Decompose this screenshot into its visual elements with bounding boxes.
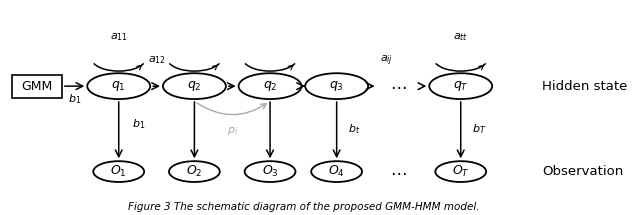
Text: $a_{tt}$: $a_{tt}$ <box>453 31 468 43</box>
Text: $O_2$: $O_2$ <box>186 164 203 179</box>
Text: $a_{11}$: $a_{11}$ <box>109 31 128 43</box>
Text: $\cdots$: $\cdots$ <box>390 77 407 95</box>
Text: Figure 3 The schematic diagram of the proposed GMM-HMM model.: Figure 3 The schematic diagram of the pr… <box>127 202 479 212</box>
FancyBboxPatch shape <box>12 75 62 98</box>
Text: GMM: GMM <box>21 80 52 93</box>
Text: $b_1$: $b_1$ <box>68 92 81 106</box>
Text: $a_{12}$: $a_{12}$ <box>148 55 166 66</box>
Ellipse shape <box>429 73 492 99</box>
Text: $q_3$: $q_3$ <box>329 79 344 93</box>
Ellipse shape <box>93 161 144 182</box>
Text: $O_T$: $O_T$ <box>452 164 470 179</box>
Ellipse shape <box>169 161 220 182</box>
Text: Hidden state: Hidden state <box>543 80 628 93</box>
Ellipse shape <box>239 73 301 99</box>
Text: $p_i$: $p_i$ <box>227 125 238 137</box>
Text: $q_T$: $q_T$ <box>453 79 468 93</box>
Text: $q_2$: $q_2$ <box>187 79 202 93</box>
Text: $q_2$: $q_2$ <box>263 79 277 93</box>
Ellipse shape <box>244 161 296 182</box>
Ellipse shape <box>311 161 362 182</box>
Text: $q_1$: $q_1$ <box>111 79 126 93</box>
Ellipse shape <box>435 161 486 182</box>
Text: $O_3$: $O_3$ <box>262 164 278 179</box>
Text: $O_1$: $O_1$ <box>111 164 127 179</box>
Text: $a_{ij}$: $a_{ij}$ <box>380 53 393 68</box>
Text: $O_4$: $O_4$ <box>328 164 345 179</box>
Ellipse shape <box>305 73 368 99</box>
Text: $b_1$: $b_1$ <box>132 118 145 132</box>
Text: $b_t$: $b_t$ <box>348 122 360 136</box>
Text: $b_T$: $b_T$ <box>472 122 486 136</box>
Text: $\cdots$: $\cdots$ <box>390 163 407 181</box>
Ellipse shape <box>87 73 150 99</box>
Text: Observation: Observation <box>543 165 624 178</box>
Ellipse shape <box>163 73 226 99</box>
